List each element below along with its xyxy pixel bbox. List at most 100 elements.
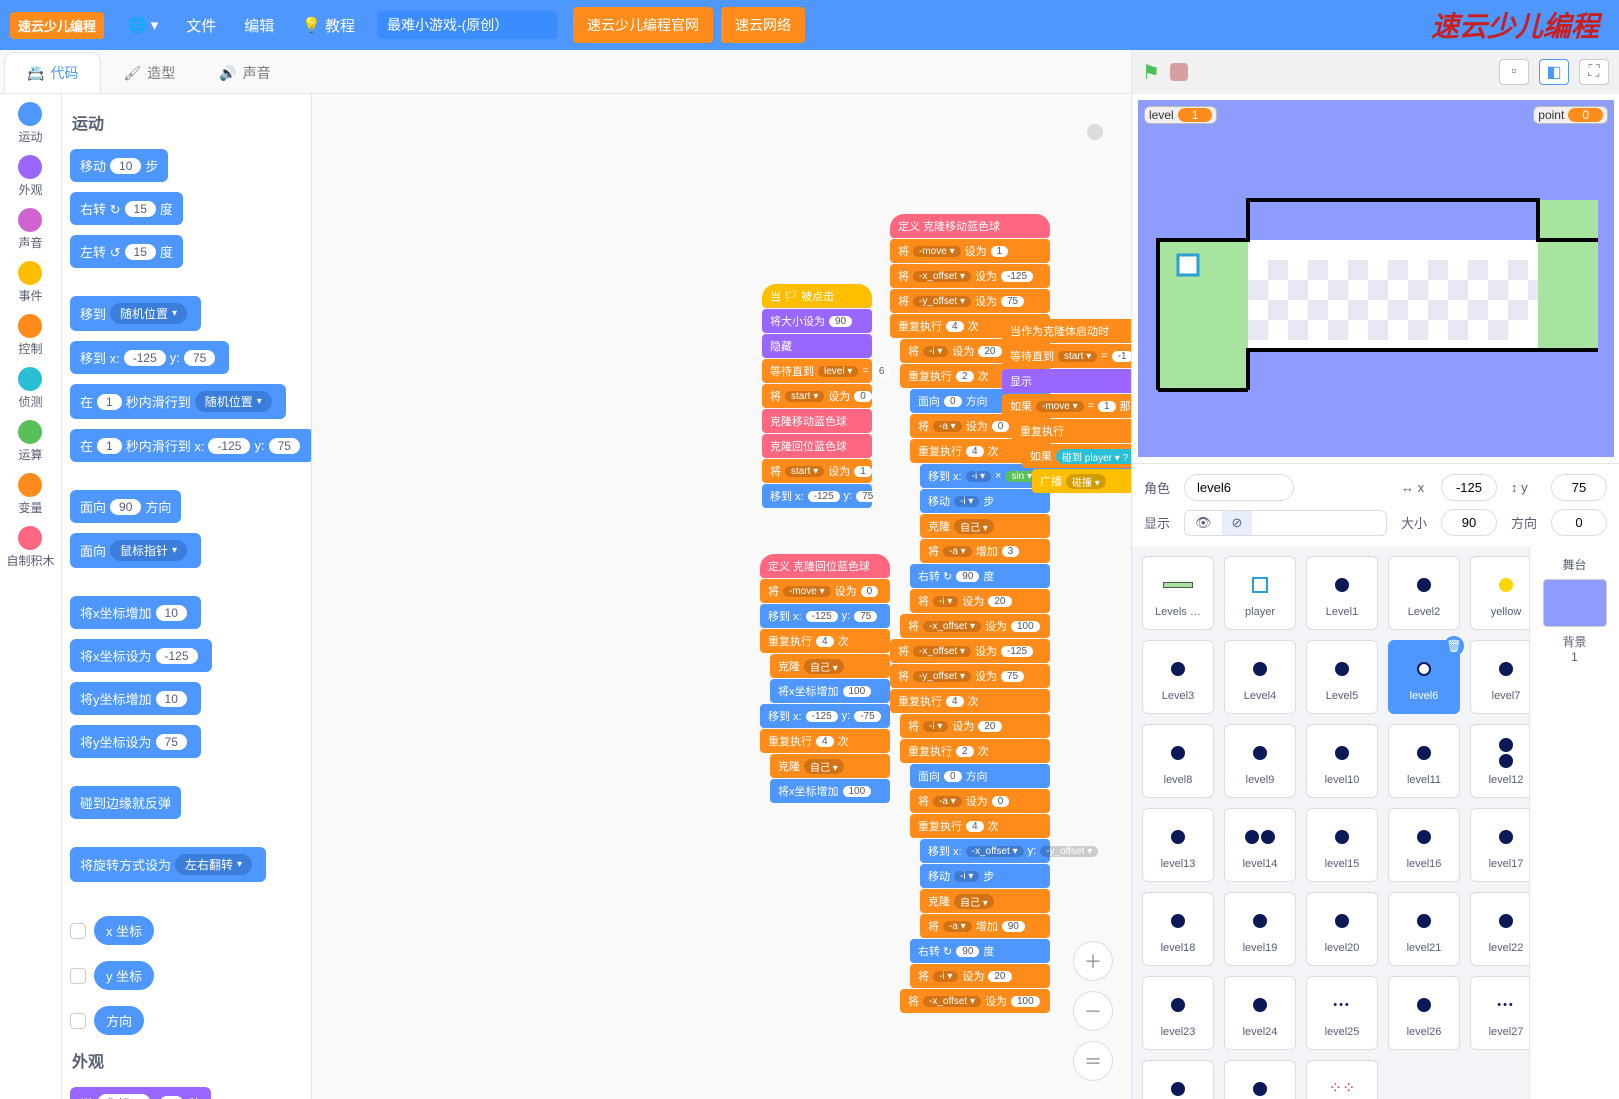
- sprite-name-input[interactable]: [1184, 474, 1294, 501]
- sprite-tile-level8[interactable]: level8: [1142, 724, 1214, 798]
- script-workspace[interactable]: 当 🏳 被点击 将大小设为90 隐藏 等待直到 level = 6 将start…: [312, 94, 1131, 1099]
- sprite-tile-level30[interactable]: ⁘⁘level30: [1306, 1060, 1378, 1099]
- block-bounce[interactable]: 碰到边缘就反弹: [70, 786, 181, 819]
- stage-canvas[interactable]: level 1 point 0: [1138, 100, 1614, 457]
- block-glide-xy[interactable]: 在1秒内滑行到 x:-125y:75: [70, 429, 312, 462]
- reporter-y[interactable]: y 坐标: [94, 961, 154, 990]
- category-侦测[interactable]: 侦测: [18, 367, 42, 410]
- show-button[interactable]: 👁: [1185, 511, 1222, 535]
- delete-sprite-button[interactable]: 🗑: [1444, 636, 1464, 656]
- sprite-tile-level18[interactable]: level18: [1142, 892, 1214, 966]
- sprite-tile-level9[interactable]: level9: [1224, 724, 1296, 798]
- tab-sounds[interactable]: 🔊 声音: [197, 53, 292, 93]
- sprite-tile-level27[interactable]: •••level27: [1470, 976, 1529, 1050]
- tutorials-button[interactable]: 💡教程: [288, 15, 369, 36]
- sprite-tile-yellow[interactable]: yellow: [1470, 556, 1529, 630]
- zoom-reset-button[interactable]: ＝: [1073, 1041, 1113, 1081]
- green-flag-button[interactable]: ⚑: [1142, 60, 1160, 85]
- zoom-out-button[interactable]: －: [1073, 991, 1113, 1031]
- sprite-size-input[interactable]: [1441, 509, 1497, 536]
- category-外观[interactable]: 外观: [18, 155, 42, 198]
- sprite-tile-Level1[interactable]: Level1: [1306, 556, 1378, 630]
- project-title-input[interactable]: [377, 11, 557, 39]
- checkbox-y-reporter[interactable]: [70, 968, 86, 984]
- block-set-y[interactable]: 将y坐标设为75: [70, 725, 201, 758]
- stage-thumbnail[interactable]: [1543, 579, 1607, 627]
- tab-code[interactable]: 📇 代码: [4, 52, 101, 93]
- sprite-tile-Levels …[interactable]: Levels …: [1142, 556, 1214, 630]
- block-point-towards[interactable]: 面向鼠标指针: [70, 533, 201, 568]
- checkbox-x-reporter[interactable]: [70, 923, 86, 939]
- sprite-tile-level29[interactable]: level29: [1224, 1060, 1296, 1099]
- sprite-tile-level11[interactable]: level11: [1388, 724, 1460, 798]
- edit-menu[interactable]: 编辑: [230, 15, 288, 36]
- sprite-tile-Level2[interactable]: Level2: [1388, 556, 1460, 630]
- sprite-tile-level21[interactable]: level21: [1388, 892, 1460, 966]
- sprite-tile-Level3[interactable]: Level3: [1142, 640, 1214, 714]
- block-change-y[interactable]: 将y坐标增加10: [70, 682, 201, 715]
- block-turn-ccw[interactable]: 左转 ↺15度: [70, 235, 183, 268]
- hat-define-reset[interactable]: 定义 克隆回位蓝色球: [760, 554, 890, 578]
- script-define-reset[interactable]: 定义 克隆回位蓝色球 将-move设为0 移到 x:-125 y: 75 重复执…: [760, 554, 890, 804]
- suyun-network-button[interactable]: 速云网络: [721, 7, 805, 43]
- sprite-tile-level14[interactable]: level14: [1224, 808, 1296, 882]
- sprite-tile-level13[interactable]: level13: [1142, 808, 1214, 882]
- block-palette[interactable]: 运动 移动10步 右转 ↻15度 左转 ↺15度 移到随机位置 移到 x:-12…: [62, 94, 312, 1099]
- file-menu[interactable]: 文件: [172, 15, 230, 36]
- zoom-in-button[interactable]: ＋: [1073, 941, 1113, 981]
- sprite-dir-input[interactable]: [1551, 509, 1607, 536]
- stage-large-button[interactable]: ◧: [1539, 59, 1569, 85]
- sprite-tile-level19[interactable]: level19: [1224, 892, 1296, 966]
- stop-button[interactable]: [1170, 63, 1188, 81]
- sprite-x-input[interactable]: [1441, 474, 1497, 501]
- block-goto-xy[interactable]: 移到 x:-125y:75: [70, 341, 229, 374]
- tab-costumes[interactable]: 🖌 造型: [101, 53, 197, 93]
- hide-button[interactable]: ⊘: [1222, 511, 1253, 535]
- sprite-tile-level22[interactable]: level22: [1470, 892, 1529, 966]
- sprite-tile-level17[interactable]: level17: [1470, 808, 1529, 882]
- block-change-x[interactable]: 将x坐标增加10: [70, 596, 201, 629]
- stage-full-button[interactable]: ⛶: [1579, 59, 1609, 85]
- block-glide-menu[interactable]: 在1秒内滑行到随机位置: [70, 384, 286, 419]
- sprite-tile-level23[interactable]: level23: [1142, 976, 1214, 1050]
- reporter-direction[interactable]: 方向: [94, 1006, 144, 1035]
- block-turn-cw[interactable]: 右转 ↻15度: [70, 192, 183, 225]
- block-say-for-secs[interactable]: 说你好！2秒: [70, 1087, 211, 1099]
- category-自制积木[interactable]: 自制积木: [6, 526, 54, 569]
- script-flag-stack[interactable]: 当 🏳 被点击 将大小设为90 隐藏 等待直到 level = 6 将start…: [762, 284, 872, 509]
- hat-define-move[interactable]: 定义 克隆移动蓝色球: [890, 214, 1050, 238]
- block-goto-menu[interactable]: 移到随机位置: [70, 296, 201, 331]
- hat-start-as-clone[interactable]: 当作为克隆体启动时: [1002, 319, 1131, 343]
- sprite-tile-level24[interactable]: level24: [1224, 976, 1296, 1050]
- stage-selector[interactable]: 舞台 背景 1: [1529, 546, 1619, 1099]
- sprite-tile-Level4[interactable]: Level4: [1224, 640, 1296, 714]
- hat-green-flag[interactable]: 当 🏳 被点击: [762, 284, 872, 308]
- stage-small-button[interactable]: ▫: [1499, 59, 1529, 85]
- sprite-tile-player[interactable]: player: [1224, 556, 1296, 630]
- sprite-tile-level12[interactable]: level12: [1470, 724, 1529, 798]
- sprite-tile-level20[interactable]: level20: [1306, 892, 1378, 966]
- visibility-toggle[interactable]: 👁 ⊘: [1184, 510, 1387, 536]
- official-site-button[interactable]: 速云少儿编程官网: [573, 7, 713, 43]
- sprite-tile-level25[interactable]: •••level25: [1306, 976, 1378, 1050]
- sprite-tile-level28[interactable]: level28: [1142, 1060, 1214, 1099]
- category-控制[interactable]: 控制: [18, 314, 42, 357]
- sprite-tile-level7[interactable]: level7: [1470, 640, 1529, 714]
- reporter-x[interactable]: x 坐标: [94, 916, 154, 945]
- sprite-tile-level6[interactable]: level6🗑: [1388, 640, 1460, 714]
- block-rotation-style[interactable]: 将旋转方式设为左右翻转: [70, 847, 266, 882]
- sprite-tile-Level5[interactable]: Level5: [1306, 640, 1378, 714]
- category-运动[interactable]: 运动: [18, 102, 42, 145]
- sprite-tile-level10[interactable]: level10: [1306, 724, 1378, 798]
- script-clone-hat[interactable]: 当作为克隆体启动时 等待直到start=-1 显示 如果-move=1那么 重复…: [1002, 319, 1131, 494]
- category-运算[interactable]: 运算: [18, 420, 42, 463]
- category-声音[interactable]: 声音: [18, 208, 42, 251]
- sprite-tile-level16[interactable]: level16: [1388, 808, 1460, 882]
- block-move-steps[interactable]: 移动10步: [70, 149, 168, 182]
- sprite-tile-level26[interactable]: level26: [1388, 976, 1460, 1050]
- language-menu[interactable]: 🌐▾: [114, 16, 172, 34]
- category-事件[interactable]: 事件: [18, 261, 42, 304]
- sprite-tile-level15[interactable]: level15: [1306, 808, 1378, 882]
- sprite-y-input[interactable]: [1551, 474, 1607, 501]
- block-point-dir[interactable]: 面向90方向: [70, 490, 181, 523]
